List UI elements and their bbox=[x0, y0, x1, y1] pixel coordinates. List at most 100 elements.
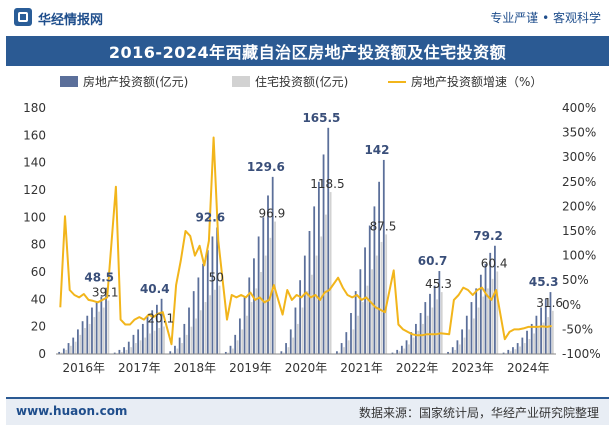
bar-residential bbox=[246, 315, 248, 354]
bar-residential bbox=[385, 234, 388, 354]
bar-real-estate bbox=[502, 352, 505, 354]
bar-residential bbox=[306, 291, 309, 354]
x-tick-label: 2021年 bbox=[340, 361, 383, 375]
bar-real-estate bbox=[192, 291, 195, 354]
bar-real-estate bbox=[350, 313, 352, 354]
bar-real-estate bbox=[229, 345, 232, 354]
bar-real-estate bbox=[202, 263, 204, 354]
bar-real-estate bbox=[72, 337, 75, 354]
bar-real-estate bbox=[267, 195, 269, 354]
bar-real-estate bbox=[494, 245, 496, 354]
bar-residential bbox=[514, 349, 517, 354]
bar-residential bbox=[236, 340, 239, 354]
bar-real-estate bbox=[178, 337, 181, 354]
bar-real-estate bbox=[507, 349, 510, 354]
bar-residential bbox=[79, 334, 82, 354]
data-label-residential: 31.6 bbox=[536, 296, 563, 310]
bar-real-estate bbox=[257, 236, 260, 354]
bar-residential bbox=[472, 318, 475, 354]
bar-real-estate bbox=[141, 323, 144, 354]
y-right-tick-label: 400% bbox=[562, 101, 596, 115]
data-label-real-estate: 92.6 bbox=[196, 210, 226, 224]
bar-real-estate bbox=[364, 247, 366, 354]
bar-residential bbox=[107, 300, 110, 354]
bar-residential bbox=[287, 347, 290, 354]
bar-real-estate bbox=[340, 343, 343, 354]
legend-label-1: 住宅投资额(亿元) bbox=[255, 74, 348, 89]
bar-real-estate bbox=[512, 347, 514, 354]
bar-residential bbox=[422, 323, 424, 354]
bar-residential bbox=[315, 255, 318, 354]
y-left-tick-label: 60 bbox=[31, 265, 46, 279]
data-label-residential: 39.1 bbox=[92, 286, 119, 300]
bar-residential bbox=[371, 269, 374, 354]
bar-residential bbox=[551, 310, 554, 354]
bar-real-estate bbox=[127, 341, 130, 354]
data-label-real-estate: 48.5 bbox=[84, 271, 114, 285]
bar-real-estate bbox=[137, 329, 140, 354]
bar-residential bbox=[408, 344, 410, 354]
y-right-tick-label: -100% bbox=[562, 347, 601, 361]
bar-residential bbox=[93, 317, 96, 354]
data-label-residential: 20.1 bbox=[147, 312, 174, 326]
y-left-tick-label: 0 bbox=[38, 347, 46, 361]
bar-residential bbox=[171, 352, 174, 354]
bar-residential bbox=[218, 285, 221, 354]
bar-real-estate bbox=[317, 181, 320, 354]
bar-residential bbox=[528, 338, 531, 354]
bar-real-estate bbox=[433, 285, 436, 354]
bar-real-estate bbox=[378, 181, 381, 354]
bar-real-estate bbox=[285, 343, 287, 354]
y-right-tick-label: -50% bbox=[562, 322, 593, 336]
bar-real-estate bbox=[479, 274, 482, 354]
bar-real-estate bbox=[294, 307, 297, 354]
data-label-real-estate: 45.3 bbox=[529, 275, 559, 289]
bar-real-estate bbox=[535, 315, 538, 354]
legend-swatch-1 bbox=[232, 76, 250, 87]
y-right-tick-label: 350% bbox=[562, 126, 596, 140]
bar-residential bbox=[158, 328, 161, 354]
bar-real-estate bbox=[183, 323, 186, 354]
x-tick-label: 2023年 bbox=[451, 361, 494, 375]
bar-residential bbox=[292, 337, 295, 354]
bar-real-estate bbox=[526, 330, 528, 354]
bar-real-estate bbox=[447, 351, 449, 354]
bar-residential bbox=[454, 349, 457, 354]
brand-logo-icon bbox=[14, 8, 32, 26]
bar-residential bbox=[412, 337, 415, 354]
bar-real-estate bbox=[123, 347, 125, 354]
top-bar: 华经情报网 专业严谨 • 客观科学 bbox=[0, 0, 615, 34]
bar-residential bbox=[487, 288, 489, 354]
bar-real-estate bbox=[322, 154, 325, 354]
data-label-residential: 96.9 bbox=[259, 207, 286, 221]
growth-line bbox=[59, 136, 552, 346]
bar-real-estate bbox=[327, 127, 330, 354]
bar-real-estate bbox=[313, 206, 316, 354]
bar-residential bbox=[325, 214, 327, 354]
footer-website: www.huaon.com bbox=[16, 404, 128, 418]
bar-residential bbox=[190, 326, 193, 354]
bar-residential bbox=[398, 351, 401, 354]
bar-residential bbox=[255, 288, 258, 354]
bar-real-estate bbox=[289, 329, 292, 354]
bar-residential bbox=[264, 255, 267, 354]
bar-residential bbox=[491, 278, 494, 354]
bar-residential bbox=[537, 328, 540, 354]
y-right-tick-label: 150% bbox=[562, 224, 596, 238]
bar-real-estate bbox=[336, 351, 338, 354]
bar-residential bbox=[468, 329, 471, 354]
bar-residential bbox=[139, 340, 142, 354]
bar-residential bbox=[509, 351, 512, 354]
bar-residential bbox=[482, 296, 485, 354]
y-left-tick-label: 20 bbox=[31, 320, 46, 334]
data-label-residential: 118.5 bbox=[310, 177, 344, 191]
bar-real-estate bbox=[419, 313, 422, 354]
bar-real-estate bbox=[410, 332, 413, 354]
data-label-real-estate: 60.7 bbox=[418, 254, 448, 268]
bar-real-estate bbox=[197, 277, 200, 354]
bar-residential bbox=[296, 323, 299, 354]
y-right-tick-label: 300% bbox=[562, 150, 596, 164]
bar-real-estate bbox=[475, 288, 478, 354]
bar-real-estate bbox=[354, 291, 357, 354]
data-label-real-estate: 165.5 bbox=[302, 111, 340, 125]
